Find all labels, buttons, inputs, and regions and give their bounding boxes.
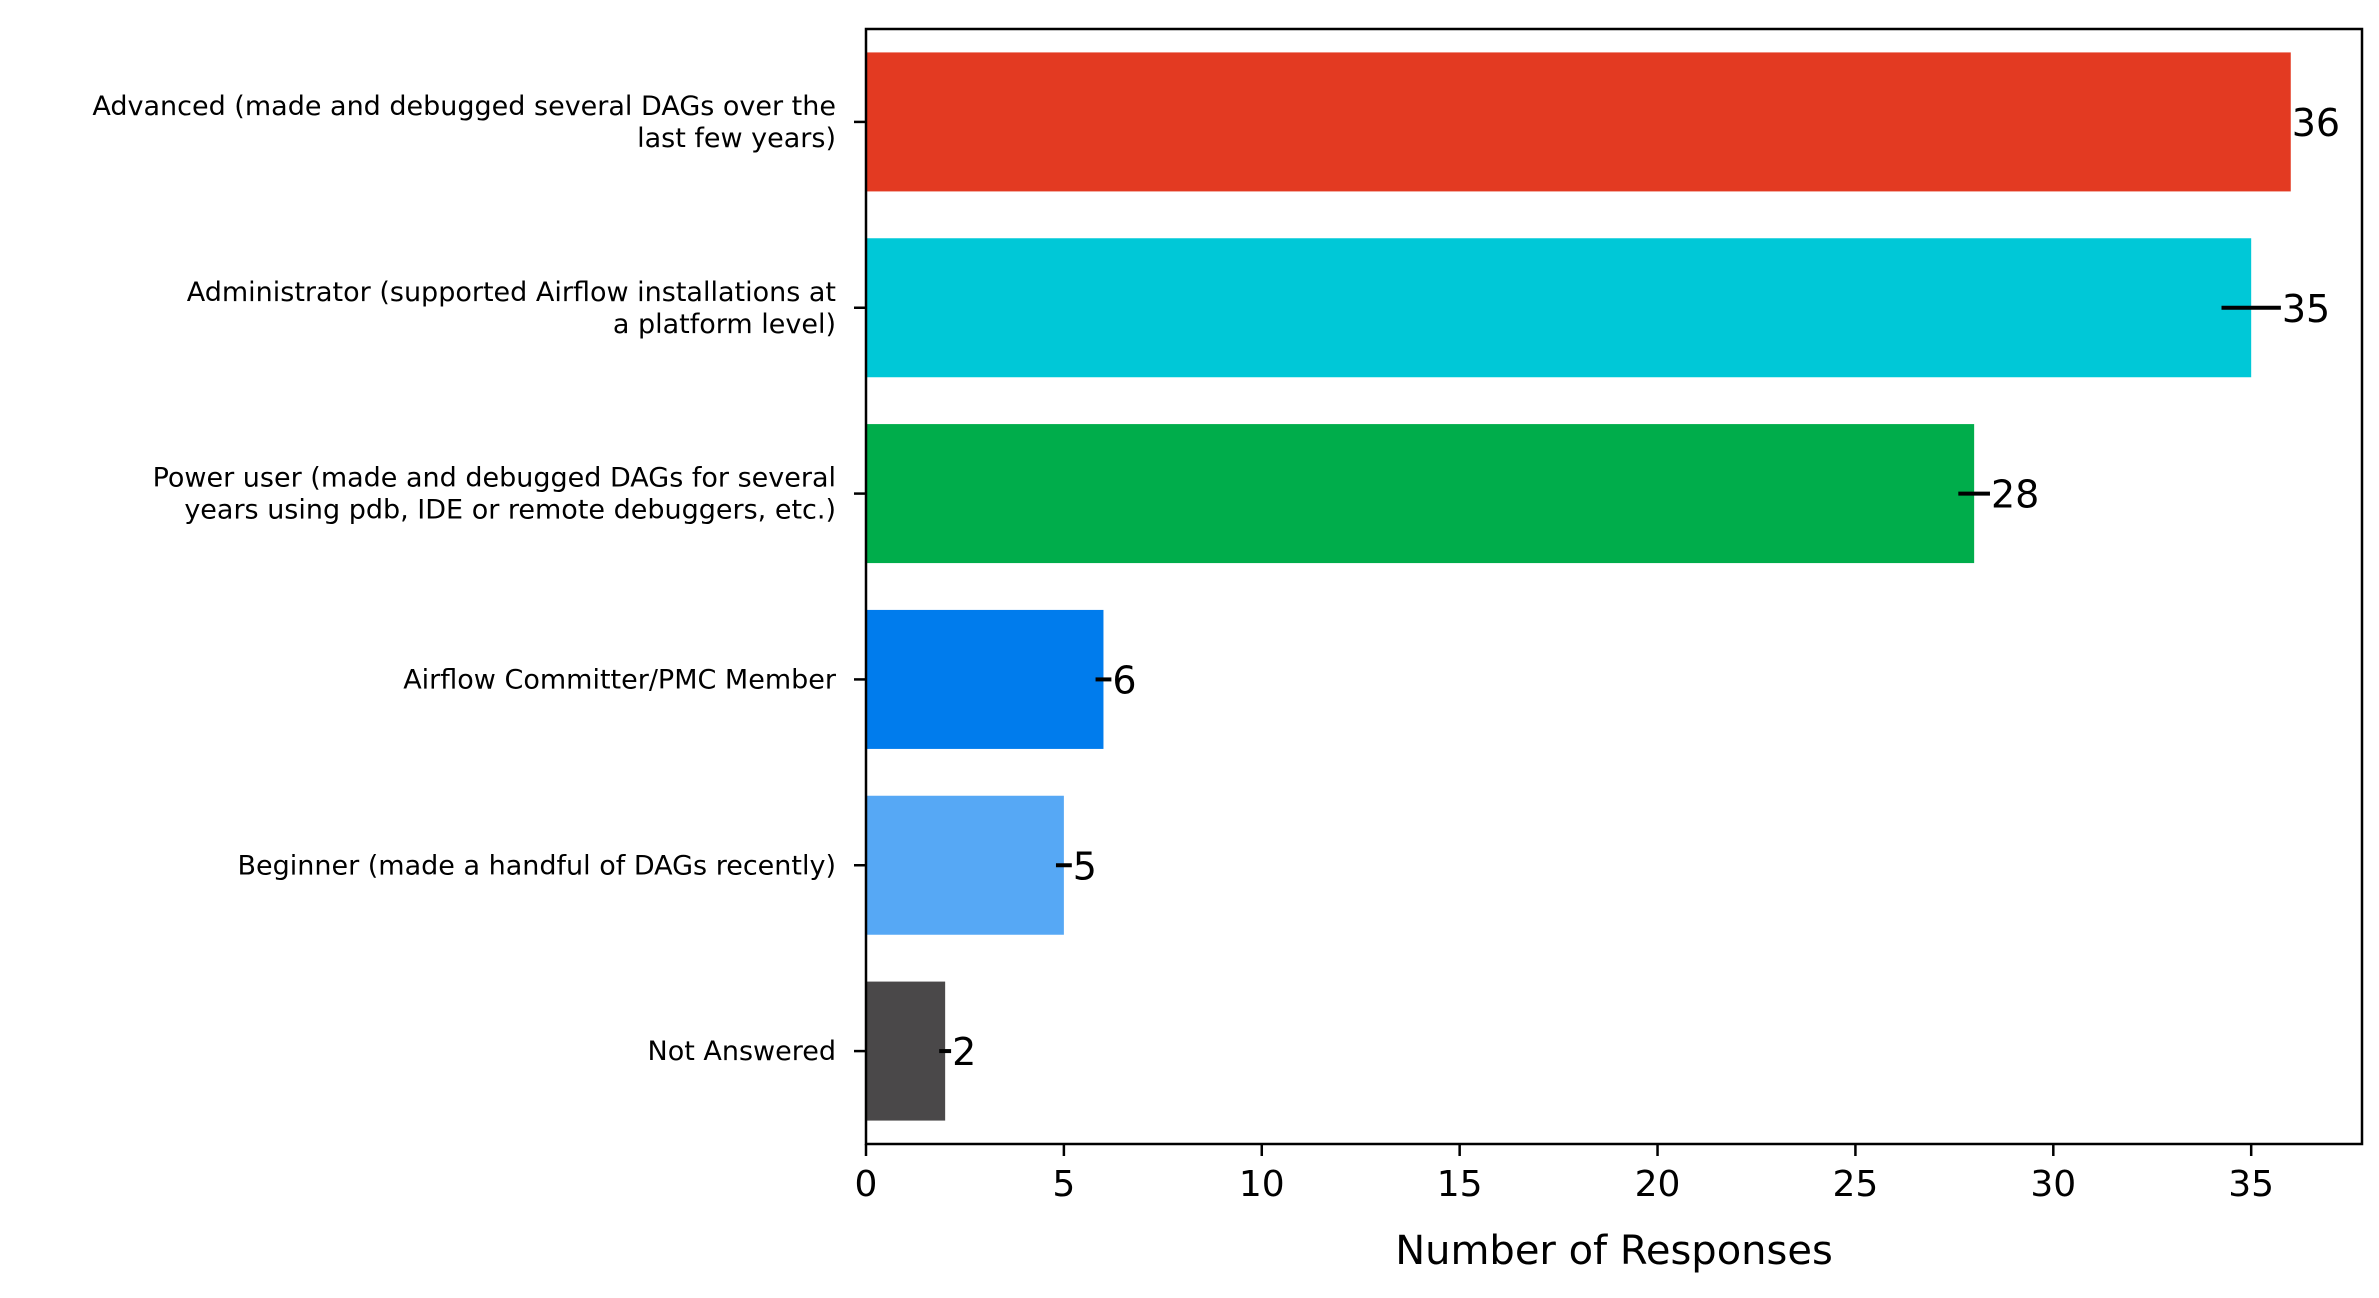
y-tick-label: Advanced (made and debugged several DAGs… (92, 91, 836, 154)
x-tick-label: 25 (1833, 1164, 1879, 1205)
x-tick-label: 10 (1239, 1164, 1285, 1205)
bar (866, 424, 1975, 564)
y-tick-label-line: years using pdb, IDE or remote debuggers… (184, 495, 836, 526)
y-tick-label: Power user (made and debugged DAGs for s… (153, 463, 836, 526)
y-tick-label: Not Answered (648, 1036, 837, 1067)
x-axis-title: Number of Responses (1395, 1228, 1833, 1274)
data-label: 5 (1073, 844, 1097, 888)
y-tick-label: Beginner (made a handful of DAGs recentl… (237, 850, 836, 881)
y-tick-label-line: Airflow Committer/PMC Member (403, 664, 837, 695)
bar (866, 238, 2252, 378)
data-label: 2 (952, 1030, 976, 1074)
y-tick-label-line: a platform level) (613, 309, 836, 340)
data-label: 35 (2282, 287, 2330, 331)
x-tick-label: 5 (1052, 1164, 1075, 1205)
x-tick-label: 35 (2228, 1164, 2274, 1205)
y-tick-label: Administrator (supported Airflow install… (187, 277, 836, 340)
bar (866, 609, 1104, 749)
y-tick-label-line: Power user (made and debugged DAGs for s… (153, 463, 836, 494)
y-tick-label: Airflow Committer/PMC Member (403, 664, 837, 695)
plot-area-frame (864, 27, 2364, 1146)
x-tick-label: 15 (1437, 1164, 1483, 1205)
y-tick-label-line: last few years) (637, 123, 836, 154)
y-tick-label-line: Administrator (supported Airflow install… (187, 277, 836, 308)
data-label: 6 (1112, 658, 1136, 702)
x-tick-label: 30 (2030, 1164, 2076, 1205)
y-tick-label-line: Beginner (made a handful of DAGs recentl… (237, 850, 836, 881)
x-tick-label: 0 (855, 1164, 878, 1205)
y-tick-label-line: Advanced (made and debugged several DAGs… (92, 91, 836, 122)
bar (866, 52, 2291, 192)
data-label: 28 (1991, 473, 2039, 517)
bar (866, 795, 1064, 935)
data-label: 36 (2292, 101, 2340, 145)
x-tick-label: 20 (1635, 1164, 1681, 1205)
y-tick-label-line: Not Answered (648, 1036, 837, 1067)
bar (866, 981, 946, 1121)
